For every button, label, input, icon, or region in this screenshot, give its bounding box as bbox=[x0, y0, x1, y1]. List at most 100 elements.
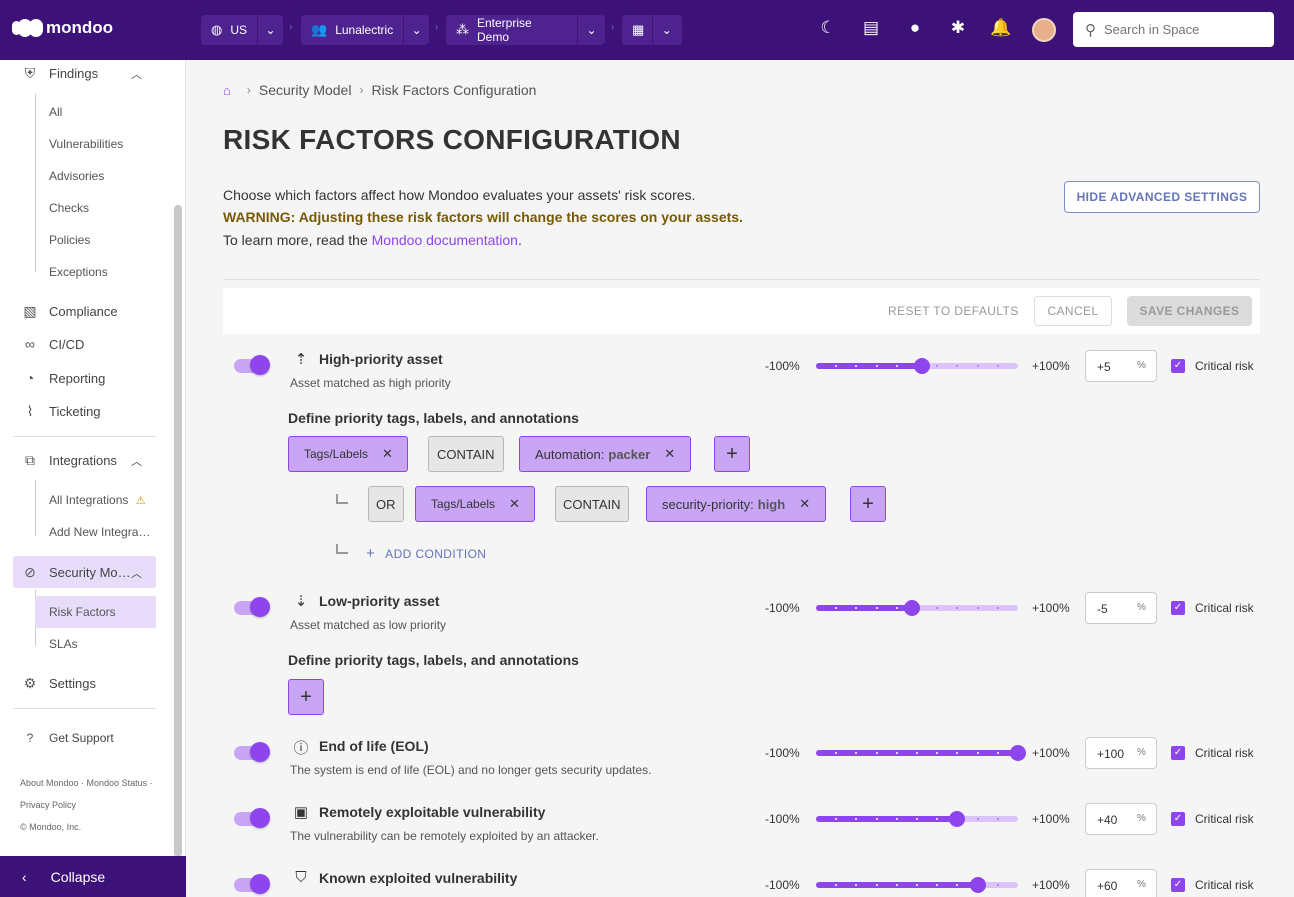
avatar[interactable] bbox=[1032, 18, 1056, 42]
nav-cicd[interactable]: ∞ CI/CD bbox=[20, 331, 84, 357]
slider-thumb[interactable] bbox=[969, 877, 986, 893]
slider-tick bbox=[855, 884, 858, 886]
nav-get-support[interactable]: ? Get Support bbox=[20, 725, 114, 751]
contain-operator[interactable]: CONTAIN bbox=[428, 436, 504, 472]
nav-settings[interactable]: ⚙ Settings bbox=[20, 670, 96, 696]
risk-value-input[interactable]: -5 % bbox=[1085, 592, 1157, 624]
space-selector[interactable]: ⁂ Enterprise Demo ⌄ bbox=[446, 15, 605, 45]
chevron-down-icon[interactable]: ⌄ bbox=[257, 15, 283, 45]
workspace-selector[interactable]: ▦ ⌄ bbox=[622, 15, 682, 45]
add-tag-button[interactable]: + bbox=[714, 436, 750, 472]
divider bbox=[13, 436, 156, 437]
nav-slas[interactable]: SLAs bbox=[49, 637, 78, 651]
risk-slider[interactable] bbox=[816, 877, 1018, 893]
chevron-down-icon[interactable]: ⌄ bbox=[577, 15, 605, 45]
critical-risk-checkbox[interactable]: ✓ bbox=[1171, 601, 1185, 615]
slider-thumb[interactable] bbox=[914, 358, 931, 374]
tags-labels-chip[interactable]: Tags/Labels ✕ bbox=[415, 486, 535, 522]
chevron-down-icon[interactable]: ⌄ bbox=[403, 15, 429, 45]
tag-value-chip[interactable]: security-priority: high ✕ bbox=[646, 486, 827, 522]
factor-toggle[interactable] bbox=[234, 597, 270, 617]
nav-reporting[interactable]: ◔ Reporting bbox=[20, 365, 106, 391]
risk-slider[interactable] bbox=[816, 745, 1026, 761]
slider-tick bbox=[875, 752, 878, 754]
factor-toggle[interactable] bbox=[234, 808, 270, 828]
critical-risk-checkbox[interactable]: ✓ bbox=[1171, 746, 1185, 760]
critical-risk-checkbox[interactable]: ✓ bbox=[1171, 878, 1185, 892]
factor-toggle[interactable] bbox=[234, 874, 270, 894]
risk-value-input[interactable]: +100 % bbox=[1085, 737, 1157, 769]
collapse-button[interactable]: ‹ Collapse bbox=[0, 856, 186, 897]
chevron-up-icon[interactable]: ︿ bbox=[131, 69, 142, 81]
slider-thumb[interactable] bbox=[903, 600, 920, 616]
nav-findings-advisories[interactable]: Advisories bbox=[49, 169, 105, 183]
footer-links-primary[interactable]: About Mondoo · Mondoo Status · bbox=[20, 778, 153, 788]
mondoo-logo[interactable]: mondoo bbox=[12, 18, 113, 38]
save-changes-button[interactable]: SAVE CHANGES bbox=[1127, 296, 1252, 326]
docs-link[interactable]: Mondoo documentation bbox=[371, 232, 518, 248]
tag-value-chip[interactable]: Automation: packer ✕ bbox=[519, 436, 692, 472]
github-icon[interactable]: ● bbox=[909, 18, 921, 37]
privacy-policy-link[interactable]: Privacy Policy bbox=[20, 800, 77, 810]
close-icon[interactable]: ✕ bbox=[664, 446, 676, 461]
chevron-down-icon[interactable]: ⌄ bbox=[652, 15, 680, 45]
critical-risk-checkbox[interactable]: ✓ bbox=[1171, 812, 1185, 826]
factor-description: The vulnerability can be remotely exploi… bbox=[290, 829, 599, 843]
terminal-icon: ▣ bbox=[293, 804, 309, 821]
breadcrumb-security-model[interactable]: Security Model bbox=[258, 82, 352, 98]
sidebar-scrollbar[interactable] bbox=[174, 205, 182, 857]
nav-ticketing[interactable]: ⌇ Ticketing bbox=[20, 398, 101, 424]
reset-defaults-button[interactable]: RESET TO DEFAULTS bbox=[888, 304, 1019, 318]
search-input[interactable] bbox=[1104, 22, 1254, 37]
or-operator[interactable]: OR bbox=[368, 486, 404, 522]
nav-findings-vulnerabilities[interactable]: Vulnerabilities bbox=[49, 137, 124, 151]
risk-slider[interactable] bbox=[816, 811, 1018, 827]
chevron-left-icon: ‹ bbox=[22, 868, 27, 885]
risk-slider[interactable] bbox=[816, 358, 1018, 374]
search-box[interactable]: ⚲ bbox=[1073, 12, 1274, 47]
close-icon[interactable]: ✕ bbox=[382, 446, 393, 461]
bell-icon[interactable]: 🔔 bbox=[990, 18, 1012, 37]
slider-thumb[interactable] bbox=[949, 811, 966, 827]
dark-mode-icon[interactable]: ☾ bbox=[820, 18, 836, 37]
nav-findings-policies[interactable]: Policies bbox=[49, 233, 91, 247]
nav-findings-checks[interactable]: Checks bbox=[49, 201, 90, 215]
close-icon[interactable]: ✕ bbox=[509, 496, 520, 511]
nav-findings-exceptions[interactable]: Exceptions bbox=[49, 265, 108, 279]
add-tag-button[interactable]: + bbox=[288, 679, 324, 715]
critical-risk-checkbox[interactable]: ✓ bbox=[1171, 359, 1185, 373]
risk-value-input[interactable]: +60 % bbox=[1085, 869, 1157, 897]
slider-tick bbox=[875, 365, 878, 367]
home-icon[interactable]: ⌂ bbox=[223, 82, 231, 98]
tags-labels-chip[interactable]: Tags/Labels ✕ bbox=[288, 436, 408, 472]
close-icon[interactable]: ✕ bbox=[799, 496, 811, 511]
risk-value-input[interactable]: +5 % bbox=[1085, 350, 1157, 382]
chevron-up-icon[interactable]: ︿ bbox=[131, 568, 142, 580]
risk-value: +40 bbox=[1097, 813, 1118, 827]
nav-security-model[interactable]: ⊘ Security Mo… bbox=[20, 559, 131, 585]
toggle-knob bbox=[250, 874, 270, 894]
factor-toggle[interactable] bbox=[234, 742, 270, 762]
risk-slider[interactable] bbox=[816, 600, 1018, 616]
nav-findings-all[interactable]: All bbox=[49, 105, 63, 119]
factor-toggle[interactable] bbox=[234, 355, 270, 375]
nav-risk-factors[interactable]: Risk Factors bbox=[49, 605, 116, 619]
nav-compliance[interactable]: ▧ Compliance bbox=[20, 298, 117, 324]
add-condition-button[interactable]: + ADD CONDITION bbox=[366, 545, 486, 562]
region-selector[interactable]: ◍ US ⌄ bbox=[201, 15, 283, 45]
docs-book-icon[interactable]: ▤ bbox=[862, 18, 880, 37]
contain-operator[interactable]: CONTAIN bbox=[555, 486, 629, 522]
hide-advanced-settings-button[interactable]: HIDE ADVANCED SETTINGS bbox=[1064, 181, 1260, 213]
add-tag-button[interactable]: + bbox=[850, 486, 886, 522]
nav-add-integration[interactable]: Add New Integra… bbox=[49, 525, 151, 539]
cancel-button[interactable]: CANCEL bbox=[1034, 296, 1112, 326]
nav-integrations[interactable]: ⧉ Integrations bbox=[20, 447, 117, 473]
nav-all-integrations[interactable]: All Integrations ⚠ bbox=[49, 493, 146, 507]
slack-icon[interactable]: ✱ bbox=[950, 18, 966, 37]
nav-findings[interactable]: ⛨ Findings bbox=[20, 60, 98, 86]
risk-value-input[interactable]: +40 % bbox=[1085, 803, 1157, 835]
chevron-up-icon[interactable]: ︿ bbox=[131, 456, 142, 468]
org-selector[interactable]: 👥 Lunalectric ⌄ bbox=[301, 15, 429, 45]
slider-tick bbox=[835, 752, 838, 754]
slider-thumb[interactable] bbox=[1010, 745, 1026, 761]
